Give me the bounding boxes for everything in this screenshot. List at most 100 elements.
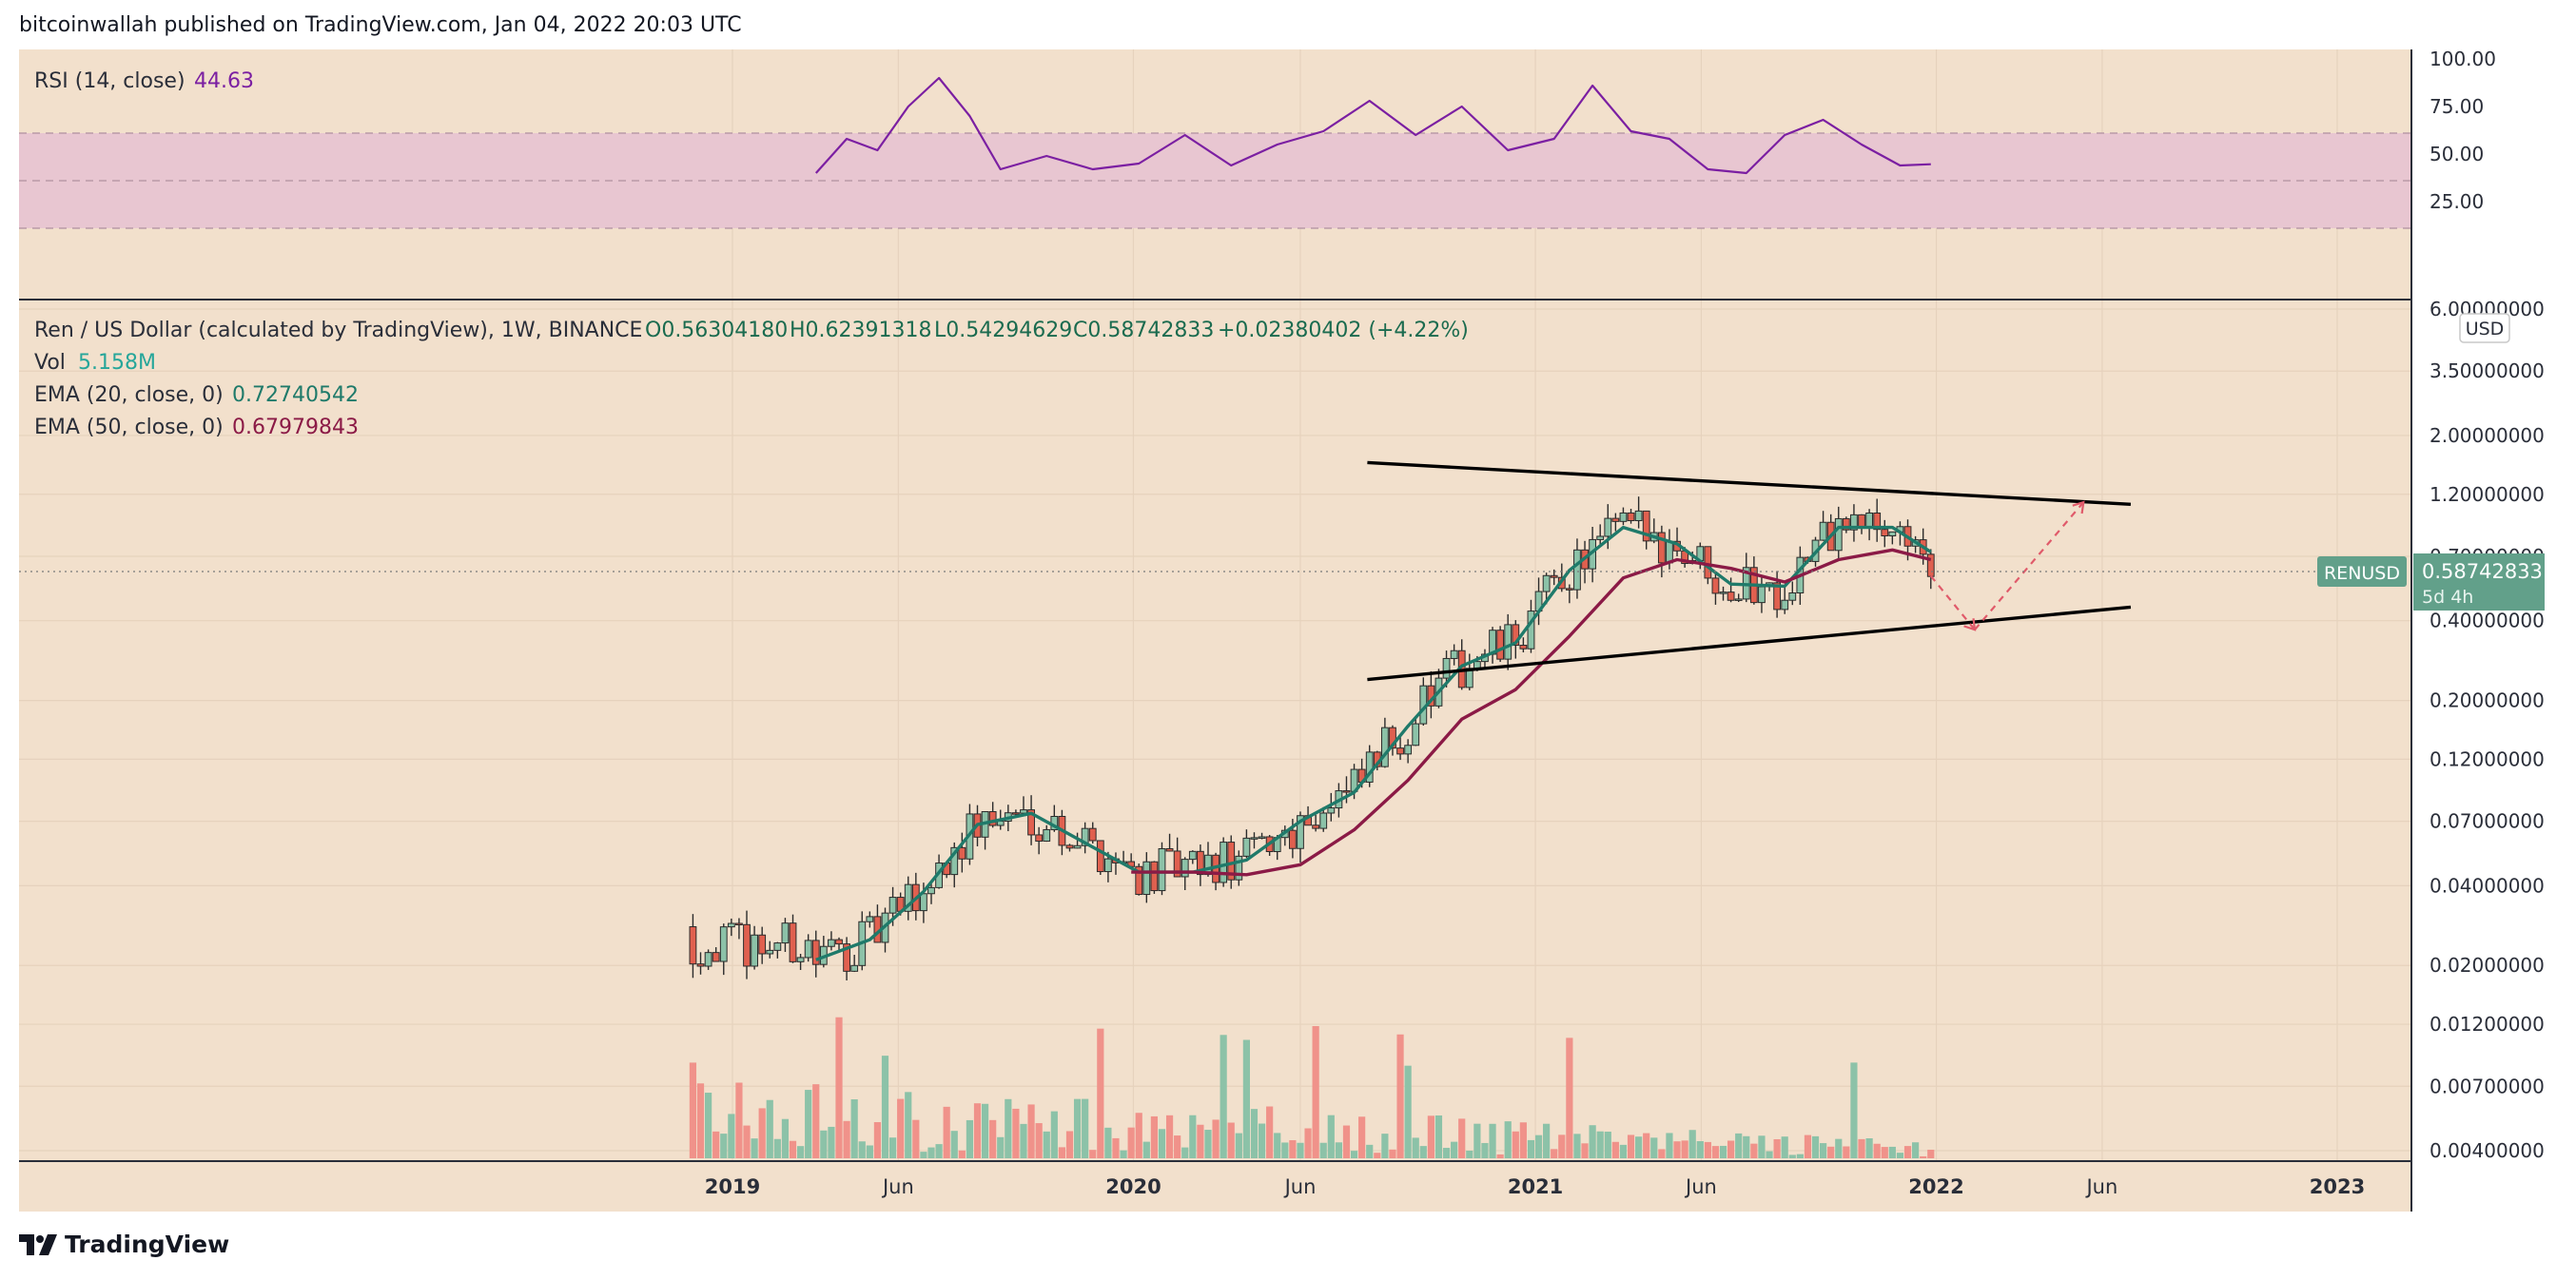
volume-bar-4 <box>720 1134 728 1158</box>
volume-bar-147 <box>1820 1143 1827 1158</box>
currency-badge[interactable]: USD <box>2459 313 2510 343</box>
volume-bar-119 <box>1604 1132 1611 1158</box>
candle-body-107 <box>1512 624 1520 647</box>
time-axis-ticks: 2019 Jun 2020 Jun 2021 Jun 2022 Jun 2023 <box>705 1175 2365 1198</box>
candle-body-65 <box>1188 850 1197 861</box>
volume-bar-156 <box>1888 1146 1896 1158</box>
volume-bar-144 <box>1796 1154 1804 1158</box>
volume-bar-63 <box>1174 1135 1181 1158</box>
rsi-tick-2: 50.00 <box>2430 143 2484 165</box>
volume-bar-69 <box>1220 1035 1227 1158</box>
candle-body-111 <box>1542 574 1551 592</box>
volume-bar-3 <box>712 1131 720 1158</box>
price-tick-1: 3.50000000 <box>2430 359 2545 382</box>
candle-body-50 <box>1073 844 1082 849</box>
candle-body-16 <box>811 940 820 965</box>
volume-bar-38 <box>981 1103 989 1158</box>
candle-body-64 <box>1181 859 1189 878</box>
volume-bar-23 <box>866 1145 873 1158</box>
volume-bar-2 <box>704 1093 712 1158</box>
volume-bar-158 <box>1903 1146 1912 1158</box>
candle-body-60 <box>1150 861 1159 892</box>
candle-body-154 <box>1873 512 1882 531</box>
candle-body-79 <box>1297 815 1304 849</box>
volume-bar-113 <box>1558 1135 1566 1158</box>
candle-body-31 <box>927 886 935 895</box>
volume-bar-26 <box>888 1137 897 1158</box>
candle-body-26 <box>888 897 897 914</box>
volume-bar-19 <box>835 1017 843 1158</box>
candle-body-99 <box>1450 650 1458 659</box>
symbol-tag-box <box>2317 556 2407 587</box>
symbol-tag: RENUSD <box>2324 563 2400 584</box>
volume-bar-42 <box>1012 1108 1020 1158</box>
tradingview-logo[interactable]: TradingView <box>19 1231 229 1258</box>
candle-body-39 <box>988 811 997 826</box>
candle-body-72 <box>1242 837 1251 857</box>
volume-bar-27 <box>897 1098 905 1158</box>
chart-background <box>19 49 2411 1212</box>
candle-body-136 <box>1734 598 1743 601</box>
volume-bar-101 <box>1466 1150 1473 1158</box>
volume-bar-100 <box>1458 1118 1466 1158</box>
candle-body-123 <box>1634 510 1643 521</box>
volume-bar-50 <box>1073 1098 1082 1158</box>
volume-bar-104 <box>1489 1123 1496 1158</box>
x-tick-8: 2023 <box>2310 1175 2365 1198</box>
volume-bar-33 <box>943 1106 950 1158</box>
ema20-line <box>815 525 1932 961</box>
volume-bar-0 <box>689 1062 697 1158</box>
candle-body-35 <box>958 846 966 860</box>
volume-bar-150 <box>1843 1146 1850 1158</box>
candle-body-43 <box>1020 809 1027 814</box>
volume-bar-52 <box>1089 1150 1097 1158</box>
price-legend: Ren / US Dollar (calculated by TradingVi… <box>34 319 1469 439</box>
publish-info: bitcoinwallah published on TradingView.c… <box>19 13 742 37</box>
volume-bar-37 <box>973 1103 982 1158</box>
candle-body-74 <box>1258 836 1266 839</box>
volume-bar-125 <box>1650 1137 1658 1158</box>
volume-bar-86 <box>1350 1151 1358 1158</box>
candle-body-61 <box>1158 847 1166 892</box>
volume-bar-40 <box>997 1136 1005 1158</box>
price-axis-background[interactable] <box>2412 49 2555 1212</box>
candle-body-44 <box>1027 809 1035 836</box>
candle-body-66 <box>1196 850 1204 876</box>
rsi-band <box>19 133 2411 228</box>
volume-bar-120 <box>1611 1141 1619 1158</box>
ohlc-low: L0.54294629 <box>934 319 1072 342</box>
volume-bar-122 <box>1627 1135 1635 1158</box>
volume-bar-92 <box>1396 1034 1404 1158</box>
volume-bar-126 <box>1658 1149 1666 1158</box>
price-tick-13: 0.00400000 <box>2430 1139 2545 1162</box>
candle-body-12 <box>781 922 790 944</box>
candle-body-30 <box>920 893 927 912</box>
candle-body-121 <box>1619 512 1628 522</box>
currency-label: USD <box>2466 319 2505 339</box>
volume-bar-96 <box>1427 1115 1434 1158</box>
candle-body-45 <box>1035 834 1044 843</box>
rsi-tick-1: 75.00 <box>2430 95 2484 118</box>
volume-bar-35 <box>958 1150 966 1158</box>
candle-body-67 <box>1204 854 1212 876</box>
candle-body-93 <box>1404 745 1413 755</box>
volume-bar-43 <box>1020 1123 1027 1158</box>
volume-bar-65 <box>1189 1115 1197 1158</box>
volume-bar-151 <box>1850 1062 1858 1158</box>
volume-bar-102 <box>1473 1123 1481 1158</box>
volume-bar-154 <box>1873 1143 1881 1158</box>
candle-body-3 <box>712 952 720 962</box>
candle-body-90 <box>1380 727 1389 767</box>
candle-body-28 <box>904 883 912 912</box>
ohlc-change: +0.02380402 (+4.22%) <box>1218 319 1469 342</box>
volume-bar-108 <box>1519 1122 1527 1158</box>
volume-bar-115 <box>1573 1134 1581 1158</box>
price-tick-9: 0.04000000 <box>2430 874 2545 897</box>
price-tick-12: 0.00700000 <box>2430 1075 2545 1097</box>
volume-bar-9 <box>758 1108 766 1158</box>
tradingview-brand: TradingView <box>65 1231 230 1258</box>
ema50-label: EMA (50, close, 0) <box>34 416 224 439</box>
candle-body-63 <box>1173 850 1181 878</box>
volume-bar-54 <box>1104 1127 1112 1158</box>
